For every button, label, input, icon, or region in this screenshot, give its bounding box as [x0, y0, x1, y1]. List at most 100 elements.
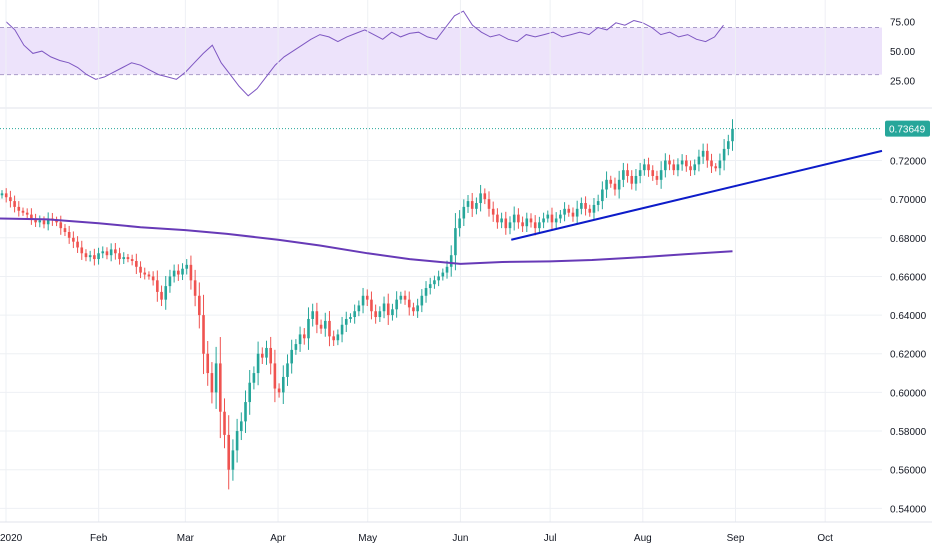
candle-body [676, 164, 680, 171]
candle [269, 336, 272, 375]
candle-body [114, 249, 117, 254]
candle-body [596, 201, 600, 205]
candle-body [323, 320, 327, 329]
candle [281, 365, 285, 404]
price-tick-label: 0.64000 [890, 311, 927, 322]
candle-body [689, 166, 692, 171]
grid [0, 0, 882, 522]
candle-body [458, 218, 461, 229]
candle [323, 312, 327, 337]
candle-body [727, 141, 730, 149]
candle-body [336, 334, 340, 341]
candle [202, 294, 205, 375]
candle [46, 212, 50, 231]
trendline[interactable] [511, 149, 883, 241]
candle-body [403, 295, 407, 300]
candle-body [97, 253, 100, 260]
candle [240, 412, 243, 441]
candle [727, 134, 730, 156]
candle [685, 155, 688, 172]
candle-body [546, 214, 550, 219]
candle-body [693, 164, 697, 171]
candle [294, 339, 298, 355]
candle [399, 291, 403, 304]
candle-body [135, 260, 138, 267]
candle-body [437, 276, 440, 281]
candle [546, 210, 550, 223]
candle [101, 246, 105, 259]
candle-body [370, 299, 373, 312]
candle-body [470, 201, 474, 209]
candle-body [630, 175, 634, 184]
price-tick-label: 0.70000 [890, 195, 927, 206]
candle [706, 143, 709, 168]
candle [559, 209, 562, 224]
candle-body [93, 255, 96, 260]
candle-body [563, 208, 566, 215]
candle [475, 197, 478, 215]
candle [424, 281, 428, 303]
candle-body [521, 222, 524, 227]
candle-body [311, 311, 314, 319]
candle-body [302, 334, 306, 339]
candle [617, 170, 621, 199]
candle [156, 270, 159, 302]
candle [319, 319, 323, 334]
candle-body [315, 311, 319, 325]
candle-body [214, 363, 218, 393]
candle-body [0, 193, 4, 196]
candle-body [424, 288, 428, 296]
candle [357, 300, 361, 317]
candle [647, 157, 650, 177]
candle-body [580, 203, 583, 209]
candle [206, 340, 210, 386]
candle [273, 349, 277, 403]
candle-body [59, 222, 63, 229]
candle [260, 347, 264, 364]
candle-body [643, 164, 646, 171]
candle-body [651, 170, 655, 176]
candle [395, 291, 398, 318]
candle [80, 240, 84, 260]
candle-body [344, 318, 348, 325]
candle-body [38, 220, 42, 223]
candle-body [9, 197, 12, 202]
candle [407, 291, 411, 316]
candle-body [718, 160, 722, 169]
candle [185, 259, 189, 275]
candle-body [592, 204, 596, 213]
candle-body [290, 349, 293, 364]
candle-body [294, 344, 298, 350]
candle [4, 188, 8, 203]
candle-body [139, 266, 142, 273]
candle [609, 175, 613, 188]
rsi-line [5, 10, 724, 97]
candle-body [655, 175, 659, 180]
candle [470, 192, 474, 217]
candle [584, 196, 587, 216]
candle-body [260, 353, 264, 358]
candle-body [286, 363, 289, 377]
candle-body [172, 270, 176, 277]
candle [428, 277, 432, 295]
candle [118, 247, 121, 265]
candle-body [449, 255, 453, 267]
candle-body [638, 170, 642, 176]
candle-body [185, 264, 189, 269]
candle-body [496, 214, 499, 223]
candle-body [143, 272, 147, 275]
candle [538, 216, 541, 234]
candle-body [126, 257, 130, 260]
candle [143, 267, 147, 280]
candle [353, 304, 356, 324]
candle [0, 190, 4, 199]
candle [412, 302, 415, 316]
candle [563, 202, 566, 222]
candle-body [714, 166, 718, 169]
candle-body [25, 212, 29, 215]
candle-body [491, 208, 495, 215]
candle [227, 415, 231, 490]
candle-body [454, 228, 457, 256]
